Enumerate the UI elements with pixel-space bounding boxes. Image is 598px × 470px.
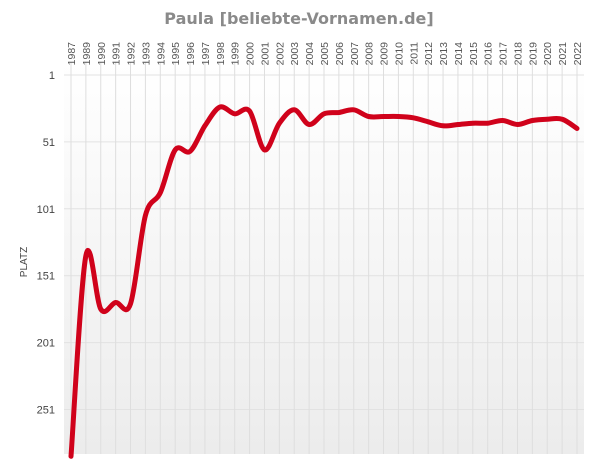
x-tick-label: 2014 [453,42,465,66]
x-tick-label: 2022 [572,42,584,66]
y-tick-label: 151 [37,271,55,283]
x-tick-label: 1992 [126,42,138,66]
x-tick-label: 1990 [96,42,108,66]
x-tick-label: 2011 [408,42,420,65]
x-tick-label: 2017 [498,42,510,66]
x-tick-label: 2005 [319,42,331,66]
x-tick-label: 1995 [170,42,182,66]
y-tick-label: 1 [49,70,55,82]
x-tick-label: 2019 [527,42,539,66]
x-tick-label: 1996 [185,42,197,66]
y-tick-label: 101 [37,204,55,216]
x-tick-label: 2001 [259,42,271,66]
x-tick-label: 2015 [468,42,480,66]
x-tick-label: 2000 [245,42,257,66]
x-tick-label: 1998 [215,42,227,66]
x-tick-label: 1994 [155,42,167,66]
chart-title: Paula [beliebte-Vornamen.de] [164,9,433,28]
x-tick-label: 1987 [66,42,78,66]
x-tick-label: 2002 [274,42,286,66]
x-tick-label: 1991 [111,42,123,66]
series-line [68,104,580,459]
x-tick-label: 2003 [289,42,301,66]
x-tick-label: 2020 [542,42,554,66]
x-tick-label: 2009 [379,42,391,66]
x-tick-label: 1989 [81,42,93,66]
x-tick-label: 2021 [557,42,569,66]
x-tick-label: 1997 [200,42,212,66]
x-tick-label: 2007 [349,42,361,66]
x-tick-label: 2012 [423,42,435,66]
x-tick-label: 2018 [512,42,524,66]
x-tick-label: 1993 [140,42,152,66]
x-tick-label: 2008 [364,42,376,66]
y-tick-label: 201 [37,338,55,350]
x-tick-label: 2013 [438,42,450,66]
x-tick-label: 2010 [393,42,405,66]
x-tick-label: 1999 [230,42,242,66]
x-tick-label: 2004 [304,42,316,66]
x-tick-label: 2016 [483,42,495,66]
x-tick-label: 2006 [334,42,346,66]
y-tick-label: 251 [37,405,55,417]
y-tick-label: 51 [43,137,55,149]
y-axis-label: PLATZ [19,247,30,277]
